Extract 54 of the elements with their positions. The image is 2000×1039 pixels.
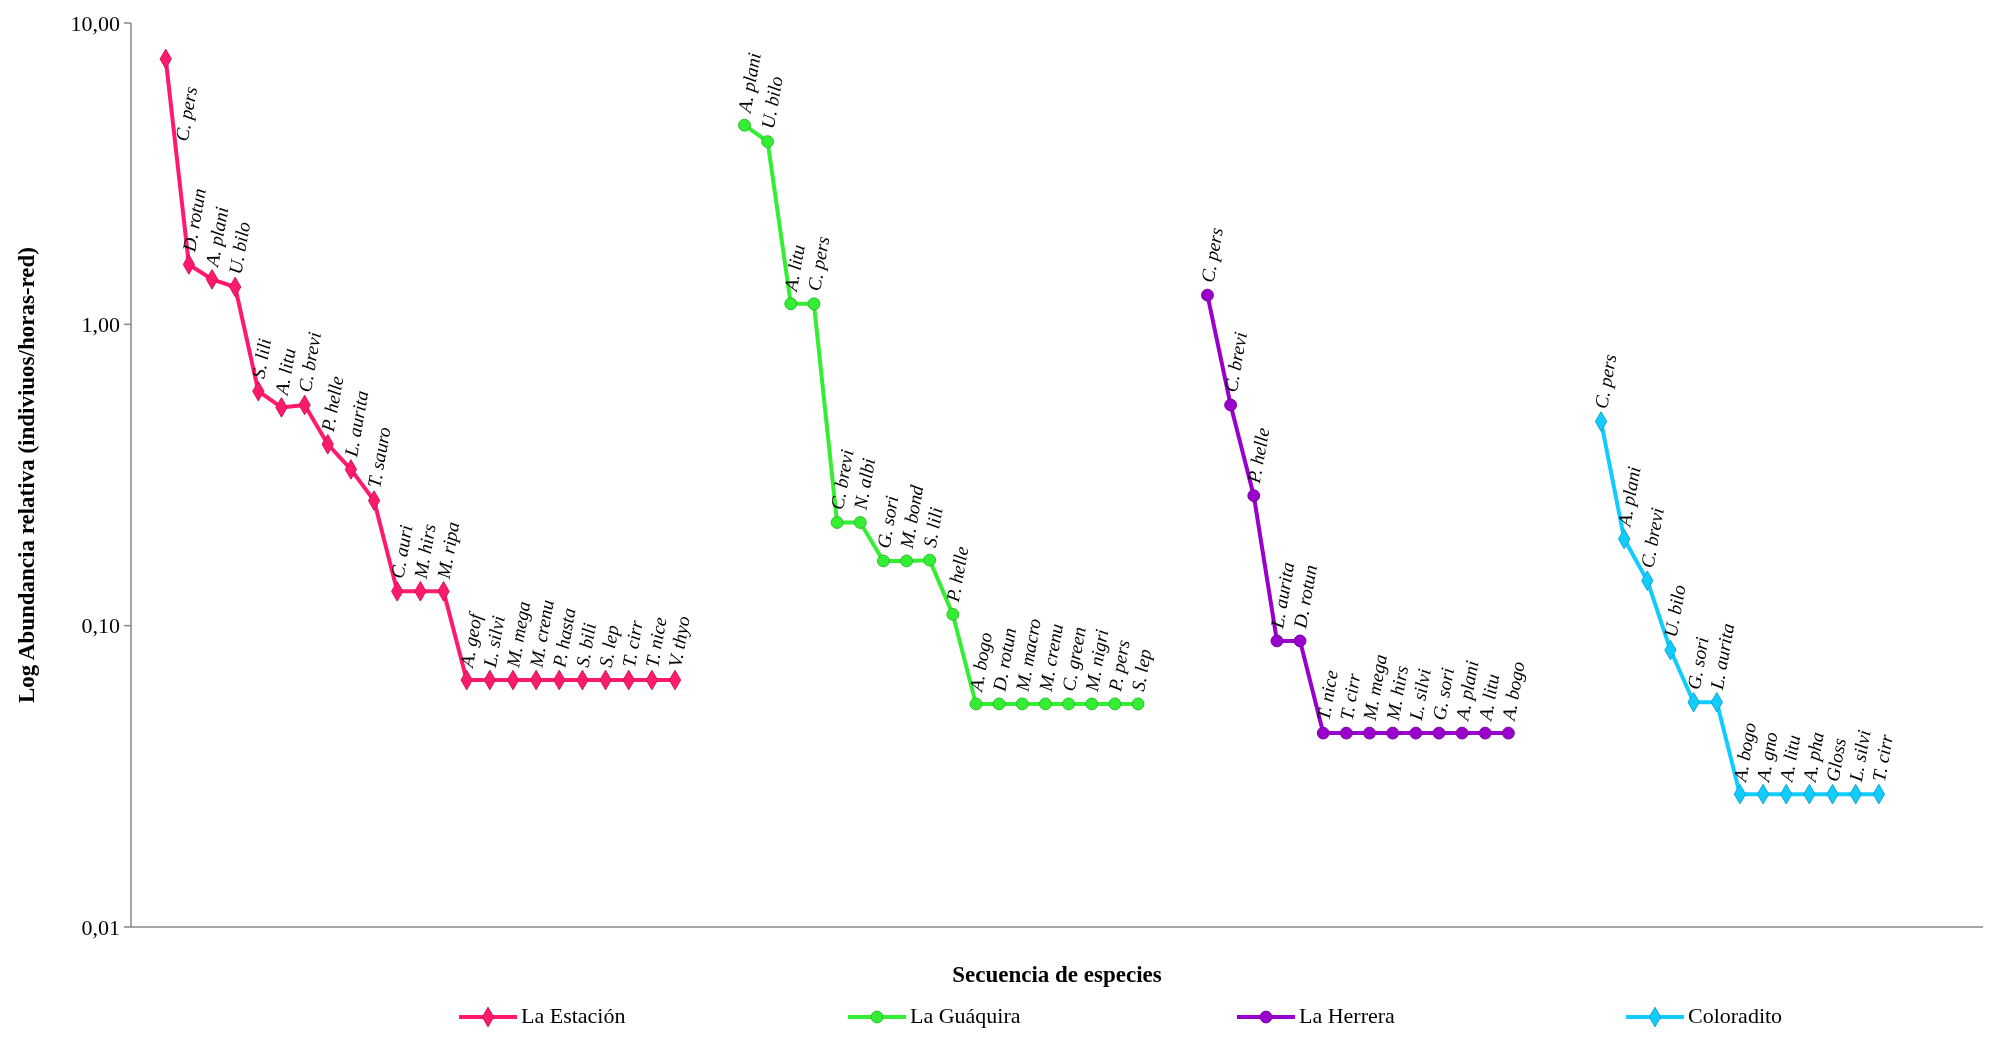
data-label: P. helle (1242, 425, 1274, 486)
data-label: A. litu (779, 243, 809, 295)
legend-label: La Herrera (1299, 1003, 1396, 1028)
point (738, 118, 751, 132)
point (1386, 726, 1400, 740)
point (1432, 726, 1446, 740)
point (1201, 288, 1214, 302)
point (1293, 634, 1307, 648)
point (1108, 697, 1122, 711)
legend-label: Coloradito (1688, 1003, 1783, 1028)
data-label: D. rotun (177, 186, 210, 255)
y-tick-label: 10,00 (70, 10, 120, 36)
data-label: P. helle (316, 374, 348, 434)
y-tick-label: 1,00 (81, 312, 120, 338)
y-tick-label: 0,01 (81, 914, 120, 940)
point (1409, 726, 1423, 740)
point (1478, 726, 1492, 740)
point (1502, 726, 1515, 740)
point (784, 297, 798, 311)
y-tick-label: 0,10 (81, 613, 120, 639)
data-label: P. helle (941, 544, 973, 605)
point (761, 135, 775, 149)
data-label: A. plani (1613, 464, 1645, 530)
point (1316, 726, 1330, 740)
point (1455, 726, 1469, 740)
point (900, 554, 913, 568)
legend-label: La Guáquira (910, 1003, 1021, 1028)
data-label: C. pers (170, 84, 202, 143)
data-label: T. sauro (363, 425, 395, 490)
point (876, 554, 890, 568)
point (1247, 489, 1261, 503)
point (1339, 726, 1353, 740)
point (1131, 697, 1145, 711)
data-label: C. pers (1590, 352, 1621, 411)
legend-label: La Estación (521, 1003, 626, 1028)
point (946, 607, 960, 621)
point (830, 516, 844, 529)
point (1363, 726, 1376, 740)
point (853, 516, 867, 529)
point (969, 697, 983, 711)
data-label: C. brevi (1219, 330, 1252, 394)
point (992, 697, 1006, 711)
point (1270, 634, 1284, 648)
point (1062, 697, 1075, 711)
point (1085, 697, 1099, 711)
data-label: U. bilo (1659, 583, 1690, 639)
point (1039, 697, 1052, 711)
point (807, 297, 821, 311)
point (923, 553, 937, 567)
data-label: C. pers (1196, 226, 1227, 284)
x-axis-title: Secuencia de especies (952, 962, 1162, 987)
point (1224, 398, 1238, 412)
y-axis-title: Log Abundancia relativa (indiviuos/horas-red) (14, 246, 39, 704)
point (1015, 697, 1029, 711)
